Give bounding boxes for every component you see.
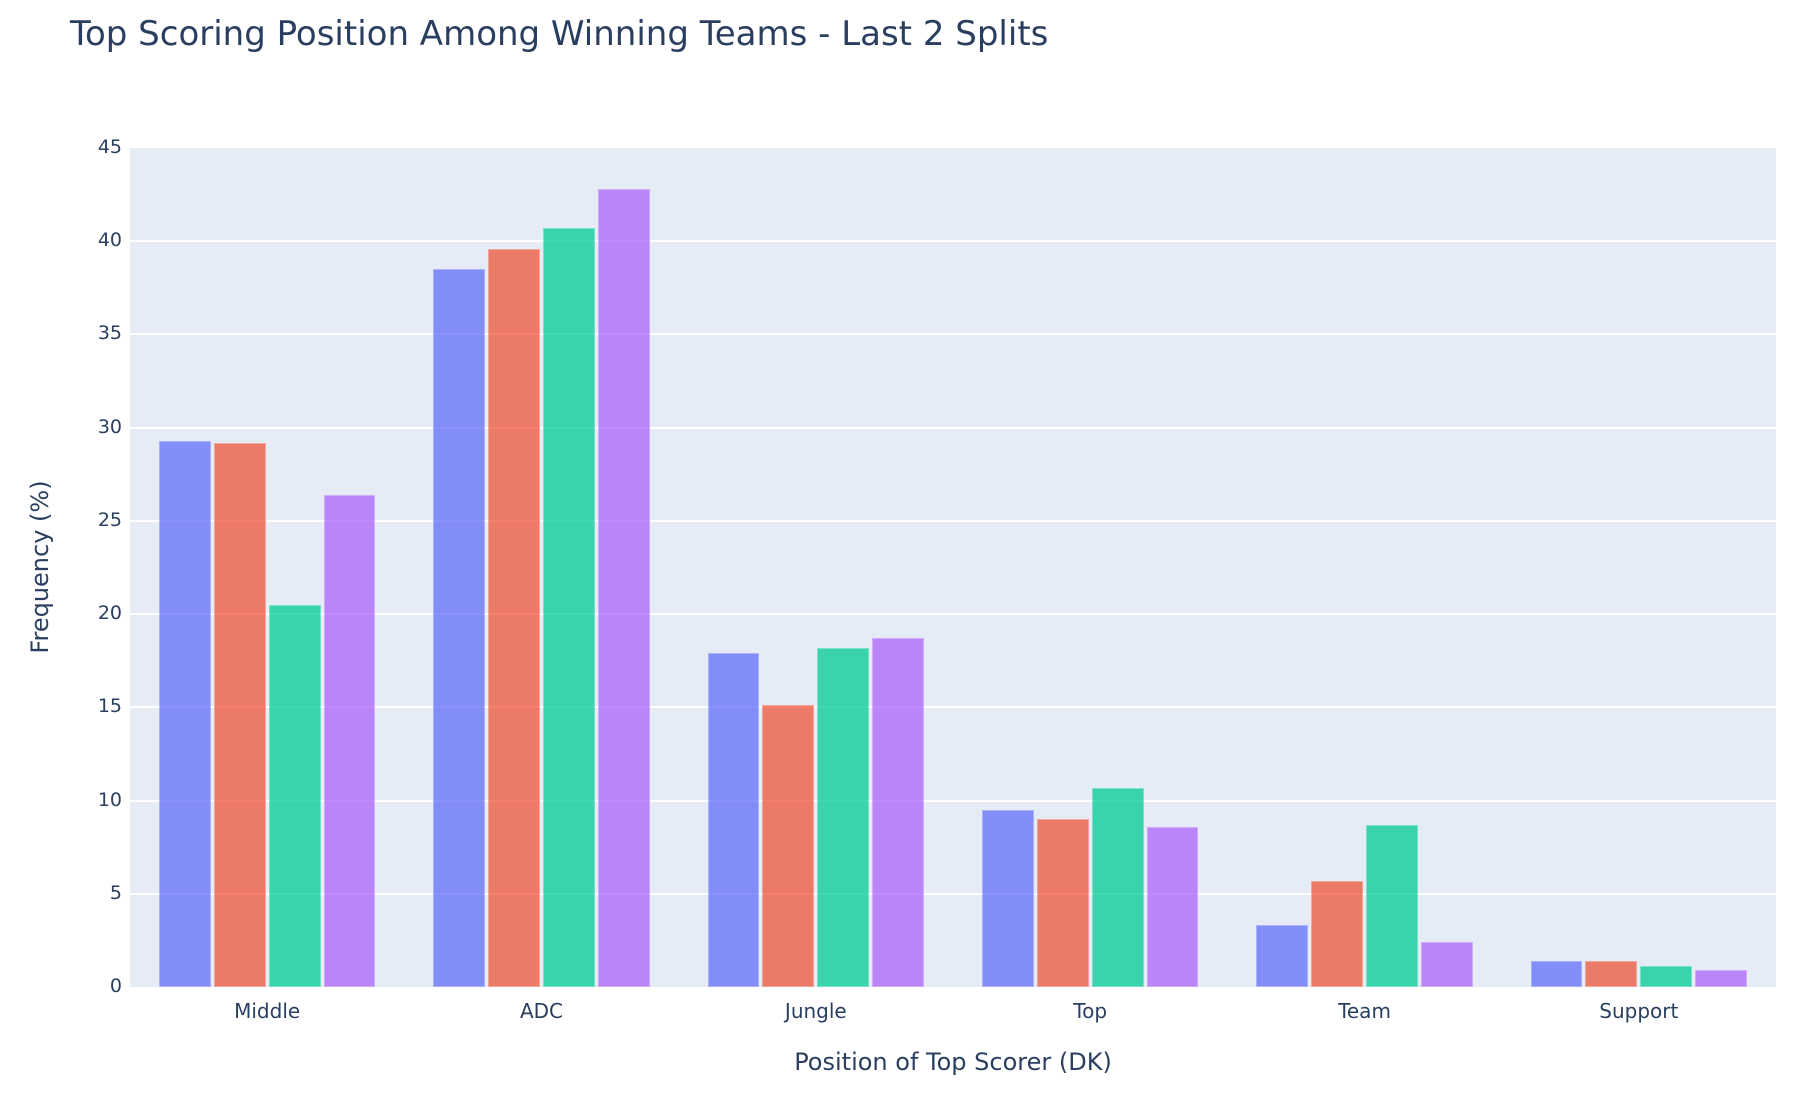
y-axis-title: Frequency (%): [26, 480, 54, 654]
y-tick-label: 0: [109, 975, 122, 997]
bar-top-series-4[interactable]: [1146, 826, 1199, 987]
bar-top-series-2[interactable]: [1036, 819, 1089, 987]
bar-team-series-3[interactable]: [1366, 824, 1418, 987]
x-tick-label: Support: [1599, 999, 1679, 1023]
y-tick-label: 10: [97, 788, 122, 811]
bar-top-series-1[interactable]: [981, 809, 1034, 987]
bar-top-series-3[interactable]: [1091, 787, 1144, 987]
bar-support-series-3[interactable]: [1640, 966, 1693, 987]
gridline: [130, 892, 1776, 895]
x-axis-title: Position of Top Scorer (DK): [794, 1048, 1112, 1076]
bar-middle-series-1[interactable]: [158, 440, 211, 987]
y-tick-label: 15: [97, 695, 122, 718]
bar-middle-series-4[interactable]: [323, 494, 376, 987]
y-tick-label: 35: [97, 322, 122, 345]
bar-team-series-2[interactable]: [1311, 880, 1363, 987]
gridline: [130, 613, 1776, 616]
bar-adc-series-1[interactable]: [433, 269, 486, 987]
bar-jungle-series-2[interactable]: [762, 705, 815, 987]
bar-adc-series-3[interactable]: [543, 228, 595, 987]
gridline: [130, 706, 1776, 709]
bar-support-series-4[interactable]: [1695, 970, 1748, 987]
bar-support-series-2[interactable]: [1585, 960, 1638, 987]
bar-team-series-4[interactable]: [1420, 942, 1473, 987]
gridline: [130, 519, 1776, 522]
bar-team-series-1[interactable]: [1256, 925, 1309, 987]
y-tick-label: 30: [97, 415, 122, 438]
y-tick-label: 20: [97, 602, 122, 625]
x-tick-label: Top: [1073, 999, 1108, 1023]
gridline: [130, 426, 1776, 429]
bar-adc-series-4[interactable]: [597, 189, 650, 987]
gridline: [130, 333, 1776, 336]
bar-jungle-series-1[interactable]: [707, 653, 760, 987]
x-tick-label: Team: [1338, 999, 1391, 1023]
bar-middle-series-3[interactable]: [268, 604, 321, 987]
y-tick-label: 45: [97, 136, 122, 158]
y-tick-label: 40: [97, 229, 122, 252]
x-tick-label: ADC: [519, 999, 564, 1023]
gridline: [130, 799, 1776, 802]
bar-adc-series-2[interactable]: [488, 248, 540, 987]
x-tick-label: Middle: [234, 999, 301, 1023]
plot-area: [130, 148, 1776, 987]
x-tick-label: Jungle: [784, 999, 847, 1023]
chart-title: Top Scoring Position Among Winning Teams…: [70, 14, 1049, 54]
bar-support-series-1[interactable]: [1530, 960, 1583, 987]
y-tick-label: 5: [109, 881, 122, 904]
y-tick-label: 25: [97, 508, 122, 531]
bar-jungle-series-3[interactable]: [817, 647, 870, 987]
gridline: [130, 240, 1776, 243]
bar-jungle-series-4[interactable]: [872, 638, 925, 987]
bar-middle-series-2[interactable]: [213, 442, 266, 987]
